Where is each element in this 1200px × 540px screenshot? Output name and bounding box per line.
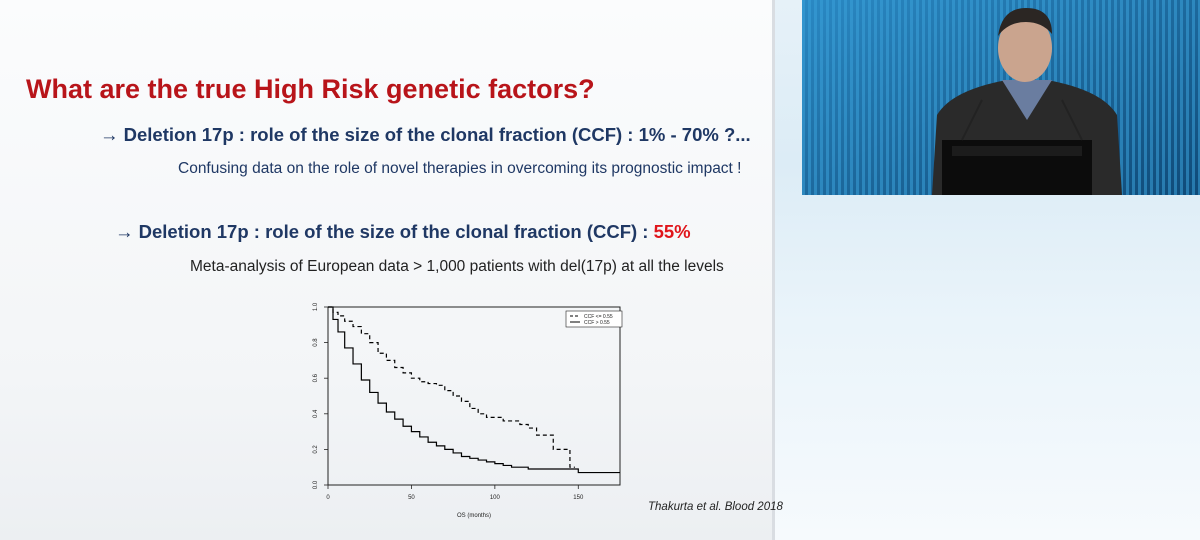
y-tick-label: 0.4	[313, 409, 319, 418]
microphone-icon	[1061, 99, 1083, 141]
bullet-point-1-sub: Confusing data on the role of novel ther…	[178, 160, 742, 177]
x-tick-label: 50	[408, 495, 415, 501]
series-line-ccf-low	[328, 306, 575, 468]
speaker-video-feed	[802, 0, 1200, 195]
slide-title: What are the true High Risk genetic fact…	[26, 74, 595, 104]
y-tick-label: 0.6	[313, 373, 319, 382]
series-line-ccf-high	[328, 306, 620, 474]
citation: Thakurta et al. Blood 2018	[648, 501, 783, 513]
x-axis-label: OS (months)	[457, 513, 491, 519]
bullet-point-2-sub: Meta-analysis of European data > 1,000 p…	[190, 258, 724, 275]
plot-frame	[327, 306, 621, 486]
legend-box	[565, 310, 623, 328]
y-tick-label: 0.8	[313, 338, 319, 347]
bullet-point-2: → Deletion 17p : role of the size of the…	[115, 221, 691, 243]
y-tick-label: 0.2	[313, 445, 319, 454]
y-tick-label: 1.0	[313, 302, 319, 311]
bullet-point-1-text: Deletion 17p : role of the size of the c…	[123, 124, 751, 145]
arrow-icon: →	[100, 124, 119, 145]
slide-divider	[772, 0, 775, 540]
survival-chart: 0 50 100 150 0.0 0.2 0.4 0.6 0.8 1.0 OS (months) CC…	[313, 302, 623, 519]
legend-label: CCF > 0.55	[584, 320, 610, 326]
bullet-point-2-text: Deletion 17p : role of the size of the c…	[138, 221, 654, 242]
x-tick-label: 100	[490, 495, 501, 501]
ccf-highlight: 55%	[653, 221, 691, 242]
slide-area	[0, 0, 772, 540]
x-tick-label: 0	[326, 495, 330, 501]
lectern	[942, 140, 1092, 195]
bullet-point-1: → Deletion 17p : role of the size of the…	[100, 124, 751, 146]
microphone-icon	[961, 99, 983, 141]
x-tick-label: 150	[573, 495, 584, 501]
arrow-icon: →	[115, 221, 134, 242]
legend-label: CCF <= 0.55	[584, 314, 613, 320]
y-tick-label: 0.0	[313, 480, 319, 489]
